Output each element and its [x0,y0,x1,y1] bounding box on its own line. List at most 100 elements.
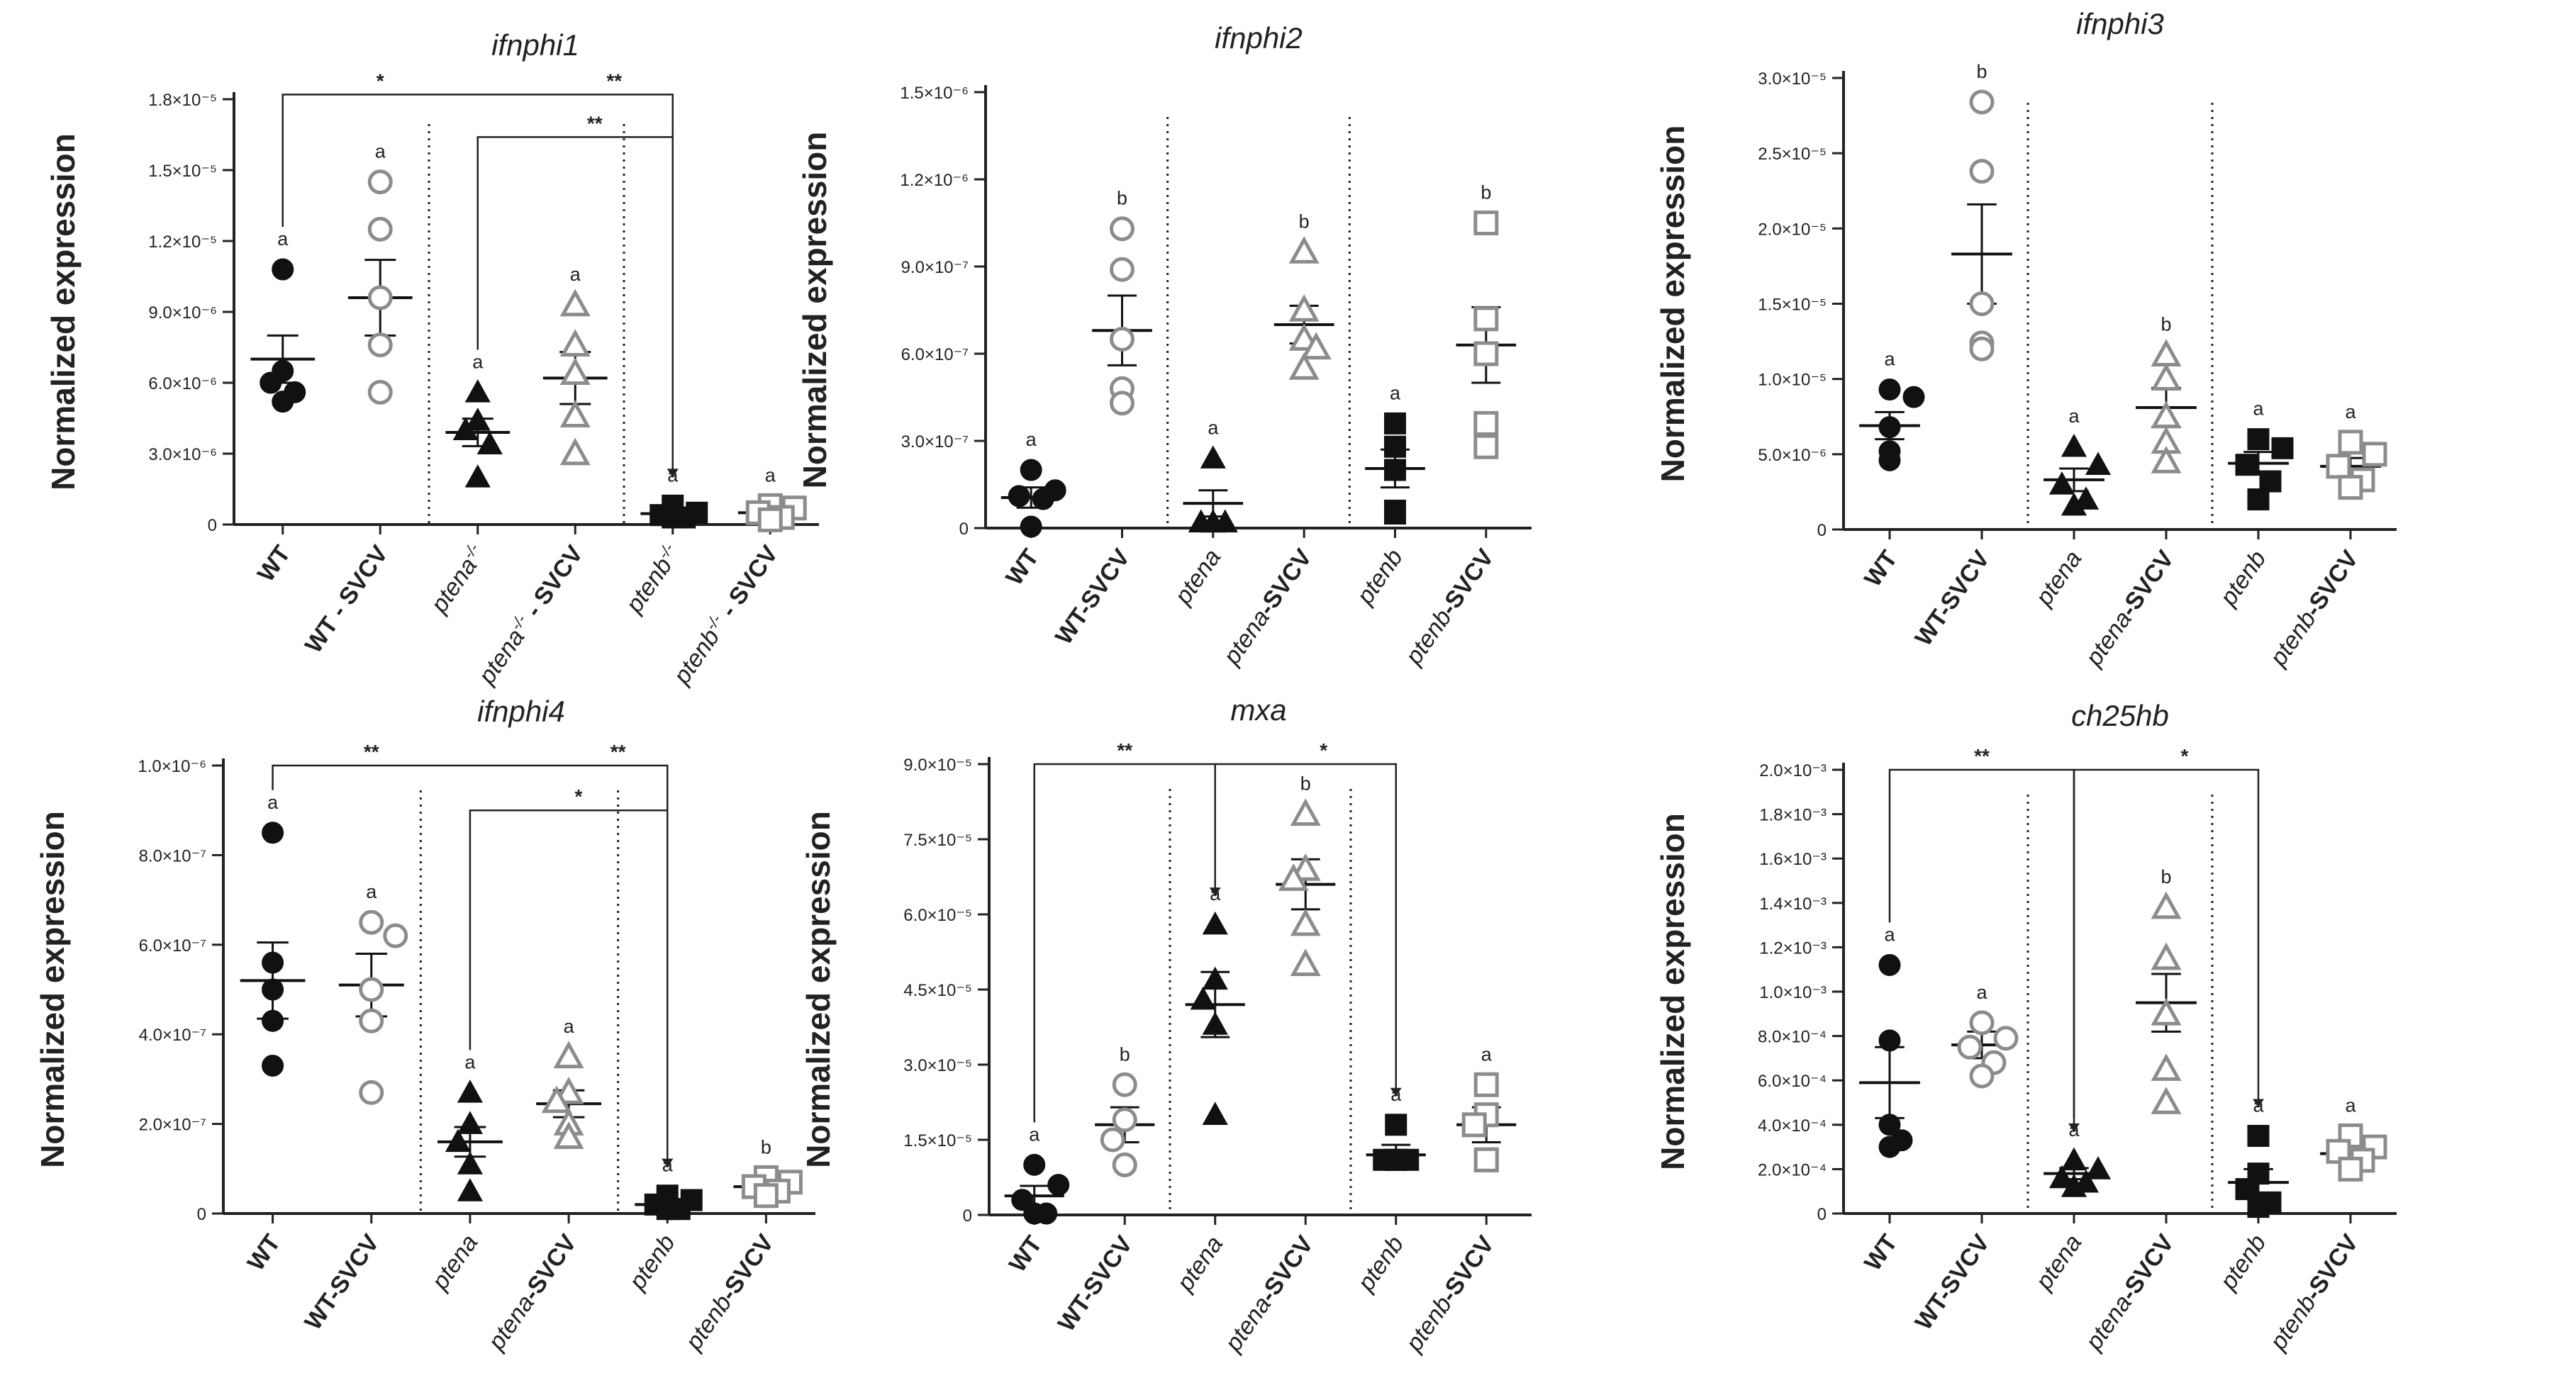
x-tick-label: ptenb [1351,544,1409,610]
bracket-arrow [667,469,679,478]
x-tick-label: ptena-SVCV [1220,1231,1319,1357]
panel-ch25hb: ch25hb Normalized expression 0 2.0×10⁻⁴ 4.0×… [1654,699,2397,1355]
x-tick-label: ptenb-/- [619,539,686,618]
y-tick-label: 1.4×10⁻³ [1759,895,1827,914]
significance-letter: a [1029,1123,1040,1145]
series-ptenb-SVCV: a [2320,401,2387,500]
series-WT: a [250,228,316,413]
data-point [1300,332,1332,360]
x-tick-label-part: -SVCV [2299,546,2364,622]
bracket-arrow [2253,1099,2264,1108]
data-point [1473,1072,1499,1097]
data-point [262,1054,284,1077]
x-tick-label-part: -SVCV [1254,1231,1319,1307]
y-tick-label: 2.0×10⁻⁷ [139,1116,206,1135]
x-tick-label-part: ptenb [668,624,725,689]
y-tick-label: 6.0×10⁻⁷ [139,936,206,956]
series-WT: a [1000,429,1066,538]
data-point [1020,459,1042,481]
x-tick-label: WT-SVCV [299,1230,384,1335]
y-tick-label: 1.5×10⁻⁵ [903,1131,972,1150]
data-point [262,1009,284,1032]
significance-letter: b [1120,1043,1130,1065]
panel-title: ifnphi1 [491,28,579,62]
data-point [2151,1053,2182,1081]
x-tick-label-part: WT-SVCV [1050,544,1135,650]
data-point [262,951,284,974]
significance-letter: a [267,792,279,813]
data-point [367,169,393,195]
data-point [464,408,491,431]
x-tick-label-part: ptena [426,1230,484,1295]
data-point [1023,1153,1046,1176]
significance-stars: ** [587,112,603,134]
y-tick-label: 8.0×10⁻⁷ [139,846,206,865]
data-point [1969,336,1995,362]
significance-stars: * [575,785,583,807]
data-point [1473,434,1499,459]
data-point [1385,1148,1407,1171]
data-point [1110,327,1134,352]
x-tick-label-part: - SVCV [711,541,784,628]
data-point [367,379,393,405]
data-point [559,437,591,466]
x-tick-label: ptena-SVCV [483,1230,582,1356]
significance-letter: a [2068,405,2080,427]
data-point [2338,430,2363,455]
y-tick-label: 3.0×10⁻⁶ [148,445,217,464]
y-axis-label: Normalized expression [45,133,82,491]
data-point [2151,891,2182,919]
data-point [1384,503,1406,525]
data-point [262,822,284,844]
x-tick-label: ptenb-SVCV [2264,546,2363,672]
significance-stars: ** [606,69,622,91]
y-tick-label: 6.0×10⁻⁷ [901,345,969,364]
bracket-line [1033,763,1216,1123]
x-tick-label: ptena-SVCV [2080,546,2179,672]
x-tick-label-part: -SVCV [1253,544,1317,620]
data-point [2151,1087,2182,1114]
data-point [2048,471,2075,495]
y-tick-label: 1.0×10⁻⁶ [138,757,206,776]
significance-letter: b [1481,182,1491,203]
data-point [1112,1072,1137,1097]
data-point [1969,1010,1995,1036]
panel-title: ifnphi3 [2076,7,2164,40]
significance-stars: ** [1117,739,1132,761]
bracket-arrow [1390,1087,1402,1097]
data-point [1385,1114,1407,1136]
x-tick-label-part: -SVCV [715,1230,779,1306]
x-tick-label: WT [242,1230,286,1276]
data-point [359,909,384,935]
data-point [2085,1156,2112,1179]
significance-stars: ** [364,741,379,763]
series-ptena: a [1183,417,1244,533]
y-tick-label: 1.0×10⁻⁵ [1758,371,1827,390]
significance-letter: b [1117,188,1127,209]
x-tick-label-part: WT [1859,546,1903,592]
data-point [1202,1102,1228,1125]
series-ptena-/- - SVCV: a [542,264,608,466]
significance-stars: ** [610,741,626,763]
x-tick-label: ptenb-SVCV [680,1230,779,1356]
y-tick-label: 1.5×10⁻⁶ [900,84,969,103]
data-point [1969,159,1995,184]
data-point [2061,492,2087,516]
bracket-line [1214,763,1397,1097]
y-tick-label: 9.0×10⁻⁷ [901,258,969,277]
data-point [1878,1114,1901,1136]
y-tick-label: 2.5×10⁻⁵ [1758,145,1827,164]
data-point [1202,1011,1228,1035]
x-tick-label-part: ptena [1171,1231,1229,1296]
data-point [1473,410,1499,436]
significance-bracket: ** [1033,739,1221,1123]
series-ptena-SVCV: b [1273,211,1334,380]
x-tick-label-part: -SVCV [1435,1231,1500,1307]
data-point [1110,257,1134,282]
y-tick-label: 1.5×10⁻⁵ [1758,296,1827,315]
x-tick-label-part: WT-SVCV [1910,546,1995,651]
y-tick-label: 0 [1817,1205,1827,1224]
x-tick-label: ptenb [1352,1231,1410,1296]
y-tick-label: 0 [959,520,969,539]
series-ptenb-/-: a [640,464,708,529]
